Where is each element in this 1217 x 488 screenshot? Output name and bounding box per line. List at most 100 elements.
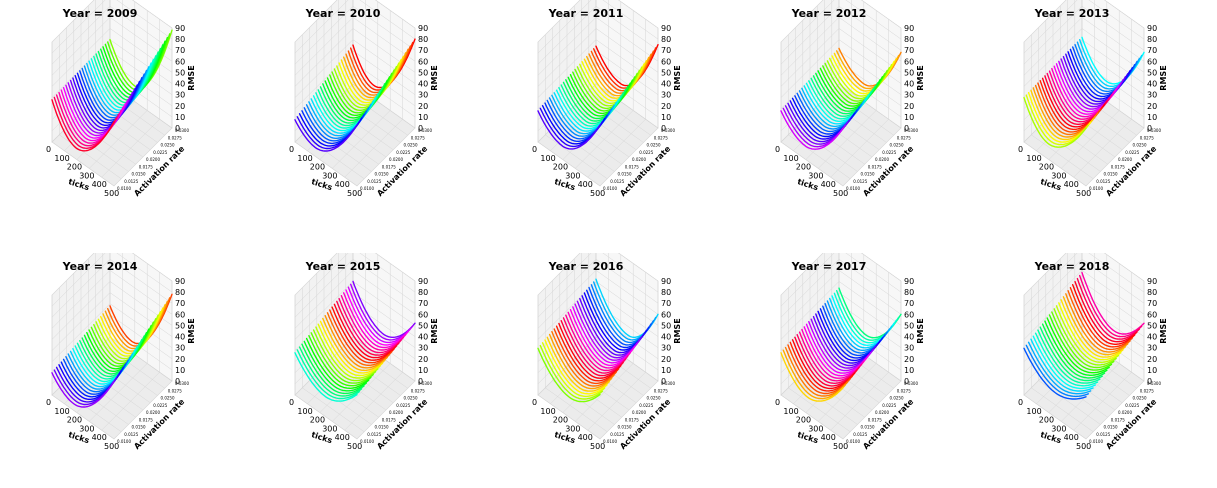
z-tick-label: 30	[661, 344, 671, 353]
z-tick-label: 70	[175, 46, 185, 55]
surface-line	[787, 344, 851, 395]
surface-line	[1032, 335, 1097, 390]
z-tick-label: 90	[661, 277, 671, 286]
y-tick-label: 0.0175	[625, 164, 639, 169]
z-tick-label: 20	[904, 355, 914, 364]
surface-lines	[51, 293, 173, 408]
y-tick-label: 0.0200	[632, 157, 646, 162]
z-tick-label: 50	[661, 321, 671, 330]
x-tick-label: 200	[553, 163, 568, 172]
y-tick-label: 0.0300	[904, 128, 918, 133]
surface-lines	[537, 44, 659, 150]
surface-line	[305, 337, 370, 390]
surface-line	[1058, 302, 1122, 361]
y-tick-label: 0.0175	[382, 417, 396, 422]
gridlines	[294, 0, 416, 187]
surface-lines	[51, 29, 173, 152]
x-tick-label: 400	[335, 180, 350, 189]
y-tick-label: 0.0275	[168, 135, 182, 140]
x-tick-label: 500	[833, 189, 848, 198]
y-tick-label: 0.0125	[610, 179, 624, 184]
z-tick-label: 90	[1147, 24, 1157, 33]
z-tick-label: 70	[661, 299, 671, 308]
z-tick-label: 40	[175, 80, 185, 89]
y-tick-label: 0.0250	[890, 396, 904, 401]
z-tick-label: 30	[418, 91, 428, 100]
y-tick-label: 0.0100	[360, 439, 374, 444]
y-tick-label: 0.0200	[1118, 157, 1132, 162]
y-tick-label: 0.0200	[389, 157, 403, 162]
z-tick-label: 50	[661, 68, 671, 77]
z-tick-label: 20	[175, 102, 185, 111]
subplot-2015: 0 100 200 300 400 500 ticks 0.0100 0.0125 0.0150 0…	[243, 253, 486, 488]
z-tick-label: 90	[661, 24, 671, 33]
x-tick-label: 200	[1039, 163, 1054, 172]
z-tick-label: 70	[1147, 46, 1157, 55]
y-tick-label: 0.0275	[1140, 388, 1154, 393]
surface-line	[551, 330, 615, 387]
z-tick-label: 10	[661, 366, 671, 375]
z-axis-label: RMSE	[430, 318, 439, 343]
x-tick-label: 500	[347, 442, 362, 451]
z-tick-label: 0	[175, 124, 180, 133]
z-tick-label: 60	[904, 310, 914, 319]
x-tick-label: 500	[104, 442, 119, 451]
subplot-title: Year = 2013	[1034, 7, 1110, 20]
subplot-title: Year = 2014	[62, 260, 138, 273]
z-tick-label: 80	[661, 288, 671, 297]
y-tick-label: 0.0150	[375, 172, 389, 177]
x-tick-label: 400	[1064, 433, 1079, 442]
y-tick-label: 0.0100	[603, 439, 617, 444]
y-tick-label: 0.0300	[1147, 381, 1161, 386]
x-tick-label: 0	[289, 145, 294, 154]
x-tick-label: 100	[54, 407, 69, 416]
y-tick-label: 0.0150	[375, 425, 389, 430]
y-tick-label: 0.0275	[654, 135, 668, 140]
surface-line	[555, 325, 620, 382]
surface-line	[1065, 293, 1129, 353]
z-tick-label: 30	[904, 91, 914, 100]
z-tick-label: 80	[418, 288, 428, 297]
surface-line	[1027, 341, 1092, 395]
y-tick-label: 0.0200	[875, 157, 889, 162]
subplot-title: Year = 2012	[791, 7, 867, 20]
y-tick-label: 0.0200	[146, 157, 160, 162]
surface-line	[548, 333, 613, 390]
y-tick-label: 0.0125	[367, 179, 381, 184]
z-tick-label: 30	[1147, 344, 1157, 353]
surface-line	[567, 311, 631, 369]
y-tick-label: 0.0275	[654, 388, 668, 393]
z-tick-label: 90	[418, 277, 428, 286]
x-tick-label: 100	[783, 407, 798, 416]
y-tick-label: 0.0300	[418, 128, 432, 133]
z-tick-label: 40	[418, 333, 428, 342]
y-tick-label: 0.0100	[846, 439, 860, 444]
subplot-2017: 0 100 200 300 400 500 ticks 0.0100 0.0125 0.0150 0…	[729, 253, 972, 488]
y-tick-label: 0.0125	[1096, 179, 1110, 184]
z-tick-label: 0	[661, 377, 666, 386]
z-tick-label: 0	[904, 124, 909, 133]
x-tick-label: 0	[46, 145, 51, 154]
x-tick-label: 500	[590, 442, 605, 451]
z-tick-label: 0	[1147, 124, 1152, 133]
z-tick-label: 30	[904, 344, 914, 353]
x-tick-label: 500	[590, 189, 605, 198]
x-tick-label: 300	[1051, 424, 1066, 433]
surface-line	[347, 286, 412, 344]
surface-line	[308, 334, 372, 387]
z-tick-label: 60	[661, 57, 671, 66]
x-tick-label: 100	[783, 154, 798, 163]
y-tick-label: 0.0225	[1125, 403, 1139, 408]
surface-line	[310, 332, 374, 384]
x-tick-label: 500	[1076, 442, 1091, 451]
surface-line	[303, 340, 368, 392]
surface-line	[1078, 274, 1143, 338]
z-tick-label: 70	[904, 299, 914, 308]
surface-lines	[780, 47, 902, 150]
x-tick-label: 400	[578, 433, 593, 442]
x-tick-label: 200	[310, 416, 325, 425]
